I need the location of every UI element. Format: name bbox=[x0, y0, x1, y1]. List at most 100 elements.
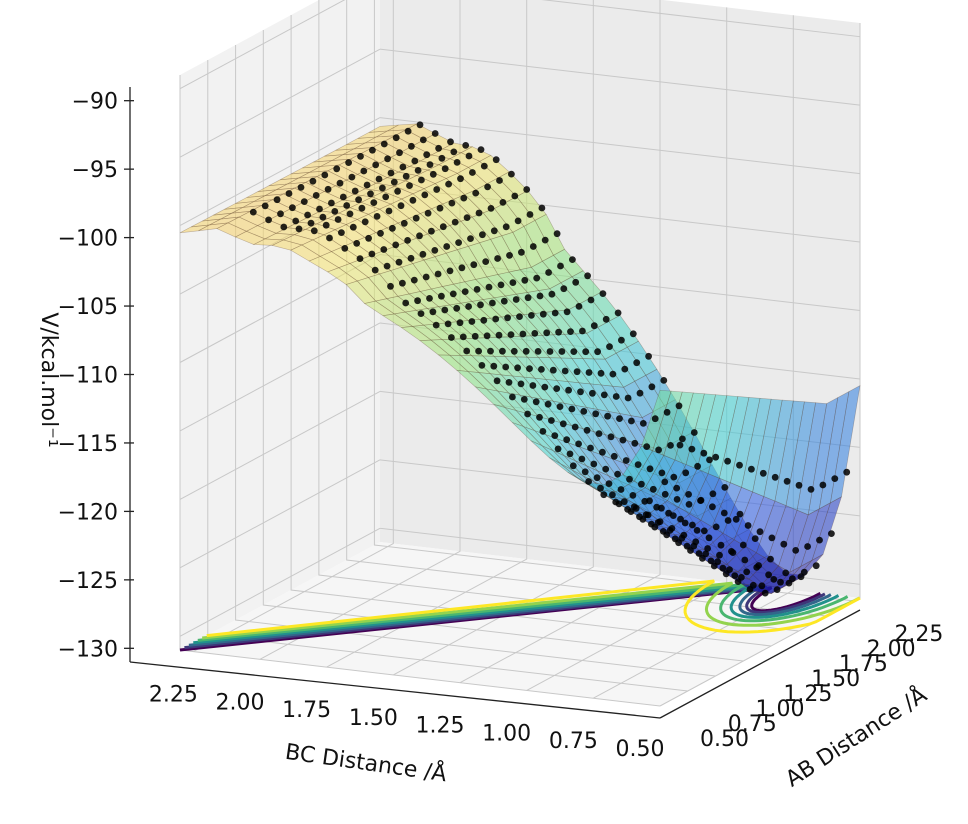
scatter-point bbox=[475, 347, 482, 355]
scatter-point bbox=[487, 347, 494, 355]
scatter-point bbox=[597, 484, 604, 492]
scatter-point bbox=[434, 270, 442, 278]
scatter-point bbox=[416, 121, 424, 129]
scatter-point bbox=[539, 428, 547, 435]
scatter-point bbox=[673, 484, 681, 492]
scatter-point bbox=[590, 460, 598, 468]
scatter-point bbox=[706, 456, 713, 464]
scatter-point bbox=[721, 484, 729, 491]
scatter-point bbox=[312, 192, 320, 199]
scatter-point bbox=[523, 186, 531, 193]
scatter-point bbox=[494, 255, 501, 262]
scatter-point bbox=[743, 568, 751, 576]
scatter-point bbox=[417, 310, 425, 317]
scatter-point bbox=[651, 415, 659, 423]
scatter-point bbox=[551, 309, 559, 317]
scatter-point bbox=[704, 545, 711, 552]
scatter-point bbox=[509, 279, 517, 286]
scatter-point bbox=[748, 465, 755, 473]
scatter-point bbox=[700, 449, 708, 457]
scatter-point bbox=[504, 314, 511, 322]
scatter-point bbox=[461, 288, 469, 295]
scatter-point bbox=[520, 396, 528, 403]
scatter-point bbox=[500, 297, 508, 305]
scatter-point bbox=[469, 169, 476, 176]
scatter-point bbox=[422, 273, 430, 281]
grid-line-z-back bbox=[541, 0, 861, 38]
scatter-point bbox=[453, 159, 461, 166]
scatter-point bbox=[510, 347, 518, 355]
scatter-point bbox=[548, 290, 556, 298]
scatter-point bbox=[345, 159, 352, 167]
scatter-point bbox=[618, 336, 625, 344]
scatter-point bbox=[717, 541, 725, 549]
scatter-point bbox=[663, 408, 671, 416]
scatter-point bbox=[297, 184, 305, 191]
scatter-point bbox=[705, 534, 713, 542]
scatter-point bbox=[410, 276, 418, 284]
scatter-point bbox=[629, 492, 637, 499]
scatter-point bbox=[629, 330, 637, 338]
scatter-point bbox=[614, 470, 621, 478]
z-tick-label: −105 bbox=[58, 295, 118, 320]
scatter-point bbox=[732, 515, 740, 523]
scatter-point bbox=[589, 389, 596, 397]
scatter-point bbox=[439, 223, 447, 231]
scatter-point bbox=[581, 468, 589, 476]
scatter-point bbox=[770, 576, 778, 583]
scatter-point bbox=[621, 365, 629, 373]
scatter-point bbox=[539, 310, 547, 318]
scatter-point bbox=[507, 331, 515, 338]
scatter-point bbox=[688, 445, 696, 453]
scatter-point bbox=[648, 383, 656, 391]
scatter-point bbox=[619, 436, 627, 444]
y-tick-label: 1.75 bbox=[839, 652, 888, 677]
scatter-point bbox=[441, 165, 449, 173]
scatter-point bbox=[382, 193, 390, 201]
scatter-point bbox=[831, 475, 839, 482]
scatter-point bbox=[665, 509, 672, 517]
scatter-point bbox=[531, 330, 539, 337]
scatter-point bbox=[577, 388, 584, 396]
scatter-point bbox=[792, 547, 800, 554]
scatter-point bbox=[578, 455, 586, 463]
scatter-point bbox=[516, 313, 523, 320]
x-axis-line bbox=[129, 661, 661, 719]
scatter-point bbox=[431, 130, 439, 137]
scatter-point bbox=[487, 205, 495, 212]
scatter-point bbox=[384, 155, 391, 163]
scatter-point bbox=[443, 243, 451, 250]
scatter-point bbox=[395, 258, 403, 266]
scatter-point bbox=[661, 478, 669, 486]
scatter-point bbox=[292, 217, 300, 225]
scatter-point bbox=[573, 368, 581, 376]
scatter-point bbox=[828, 530, 835, 537]
scatter-point bbox=[580, 408, 588, 415]
scatter-point bbox=[519, 330, 527, 338]
scatter-point bbox=[653, 503, 661, 511]
scatter-point bbox=[432, 321, 440, 329]
scatter-point bbox=[626, 475, 633, 483]
scatter-point bbox=[610, 452, 618, 460]
scatter-point bbox=[392, 241, 400, 249]
scatter-point bbox=[594, 348, 601, 356]
scatter-point bbox=[575, 303, 583, 310]
scatter-point bbox=[355, 196, 362, 204]
scatter-point bbox=[404, 127, 412, 135]
scatter-point bbox=[429, 308, 437, 316]
scatter-point bbox=[473, 286, 481, 293]
scatter-point bbox=[367, 190, 374, 198]
scatter-point bbox=[533, 274, 541, 282]
scatter-point bbox=[426, 161, 434, 169]
scatter-point bbox=[617, 486, 625, 493]
scatter-point bbox=[400, 219, 408, 227]
scatter-point bbox=[585, 478, 592, 485]
x-tick-label: 2.00 bbox=[216, 690, 265, 715]
scatter-point bbox=[646, 465, 654, 473]
scatter-point bbox=[490, 227, 498, 235]
scatter-point bbox=[343, 202, 351, 209]
z-axis-label: V/kcal.mol⁻¹ bbox=[36, 312, 61, 447]
scatter-point bbox=[526, 365, 533, 372]
scatter-point bbox=[659, 528, 667, 535]
scatter-point bbox=[593, 474, 601, 482]
